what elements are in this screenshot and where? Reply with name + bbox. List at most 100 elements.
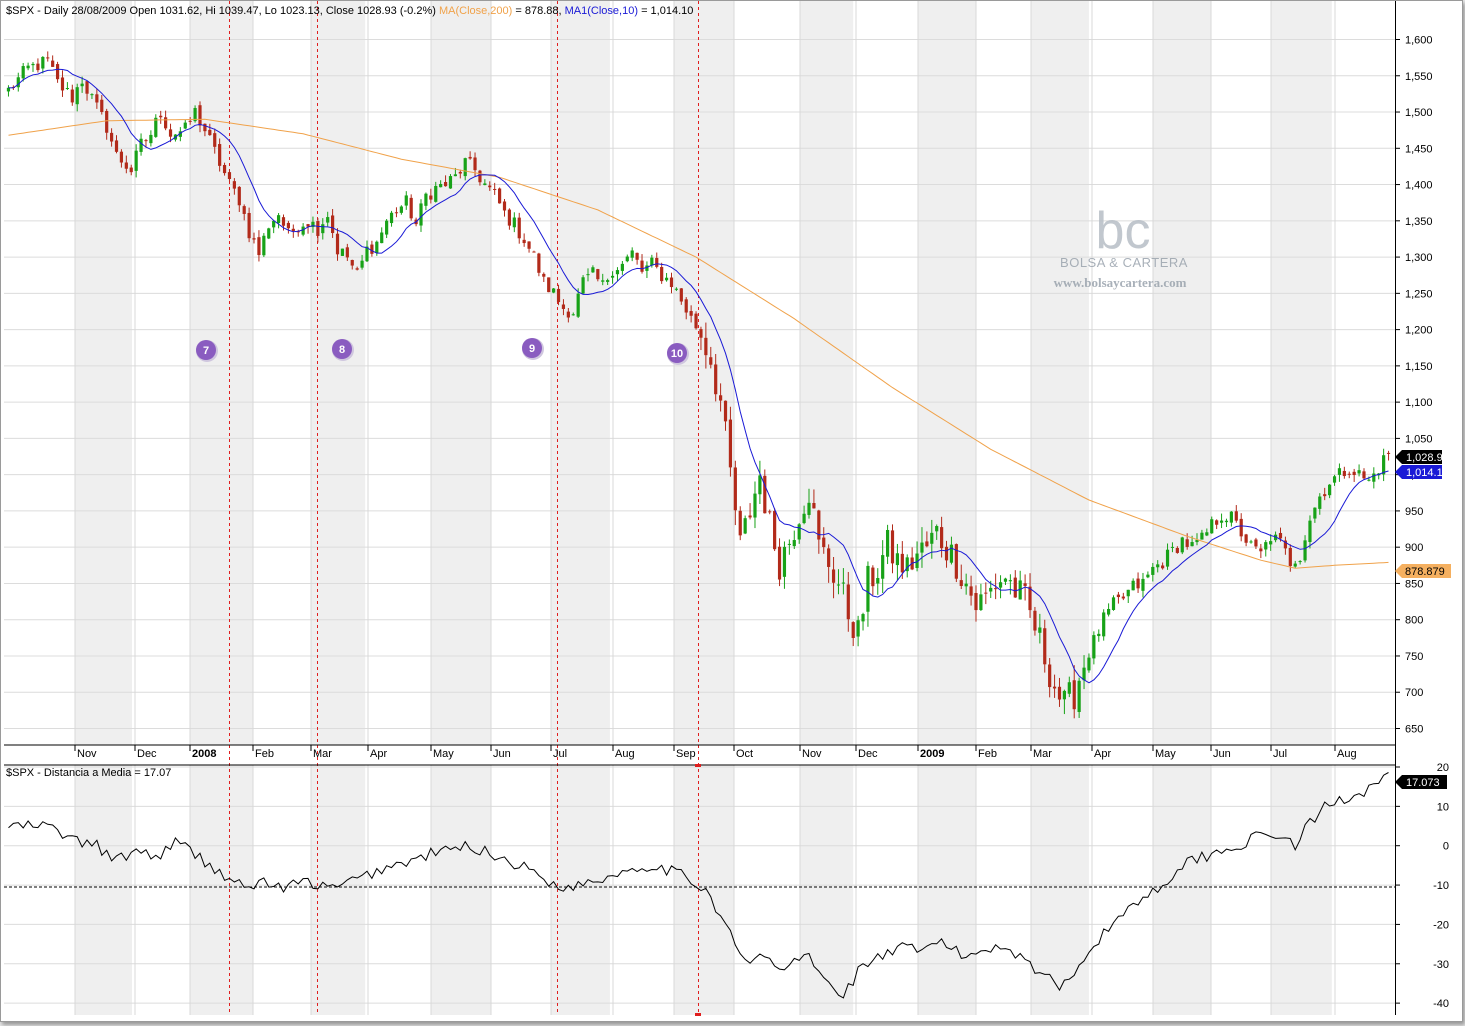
candle-body	[281, 217, 286, 226]
candle-body	[1283, 540, 1288, 549]
signal-marker-circle	[667, 343, 687, 363]
legend-header: $SPX - Daily 28/08/2009 Open 1031.62, Hi…	[6, 5, 436, 17]
x-tick-label: 2008	[192, 748, 216, 760]
candle-body	[478, 170, 482, 183]
y-tick-label: 1,050	[1405, 433, 1433, 445]
candle-body	[1072, 680, 1076, 710]
candle-body	[497, 188, 502, 204]
candle-body	[1224, 520, 1229, 523]
candle-body	[925, 541, 929, 547]
x-tick-label: Feb	[978, 748, 997, 760]
candle-body	[812, 503, 816, 509]
candle-body	[571, 314, 575, 316]
x-tick-label: Jun	[493, 748, 511, 760]
candle-body	[768, 511, 772, 513]
candle-body	[1239, 518, 1243, 537]
month-band	[800, 1, 854, 745]
candle-body	[335, 233, 340, 255]
month-band-sub	[800, 765, 854, 1015]
candle-body	[1062, 690, 1066, 700]
signal-marker-circle	[332, 339, 352, 359]
candle-body	[669, 277, 674, 288]
y-tick-label-sub: -20	[1433, 919, 1449, 931]
candle-body	[733, 467, 737, 511]
candle-body	[316, 221, 320, 236]
candle-body	[984, 592, 988, 594]
candle-body	[218, 144, 222, 166]
candle-body	[1382, 455, 1386, 475]
candle-body	[944, 546, 949, 561]
candle-body	[109, 132, 114, 142]
candle-body	[198, 105, 202, 126]
candle-body	[458, 171, 462, 174]
month-band-sub	[1153, 765, 1211, 1015]
x-tick-label: Jul	[553, 748, 567, 760]
candle-body	[247, 212, 251, 239]
month-band	[918, 1, 976, 745]
candle-body	[719, 395, 723, 401]
candle-body	[55, 64, 60, 80]
candle-body	[1102, 612, 1106, 637]
candle-body	[370, 244, 374, 254]
candle-body	[699, 329, 703, 338]
candle-body	[70, 89, 74, 103]
candle-body	[507, 209, 512, 226]
sub-legend: $SPX - Distancia a Media = 17.07	[6, 767, 171, 779]
candle-body	[684, 299, 688, 313]
candle-body	[630, 250, 634, 258]
candle-body	[522, 239, 526, 244]
x-tick-label: Oct	[736, 748, 753, 760]
candle-body	[532, 251, 536, 253]
watermark-url: www.bolsaycartera.com	[1054, 275, 1187, 290]
candle-body	[625, 256, 629, 262]
candle-body	[1156, 564, 1160, 568]
candle-body	[1288, 547, 1292, 567]
y-tick-label-sub: 20	[1437, 762, 1449, 774]
candle-body	[1151, 566, 1155, 575]
candle-body	[1048, 664, 1052, 688]
ma10-badge-text: 1,014.1	[1406, 467, 1443, 479]
candle-body	[80, 83, 84, 87]
candle-body	[1146, 574, 1150, 578]
y-tick-label-sub: 0	[1443, 841, 1449, 853]
candle-body	[1234, 511, 1238, 521]
month-band	[75, 1, 132, 745]
candle-body	[517, 217, 521, 239]
candle-body	[473, 157, 477, 171]
candle-body	[964, 583, 968, 587]
candle-body	[154, 117, 158, 137]
candle-body	[674, 288, 678, 290]
candle-body	[601, 280, 605, 282]
candle-body	[714, 364, 718, 395]
candle-body	[1278, 532, 1283, 539]
candle-body	[1200, 532, 1204, 540]
candle-body	[1111, 597, 1116, 610]
candle-body	[527, 241, 531, 249]
candle-body	[60, 77, 65, 91]
candle-body	[635, 252, 639, 260]
candle-body	[105, 110, 109, 133]
candle-body	[1308, 520, 1312, 543]
candle-body	[1126, 589, 1130, 597]
y-tick-label: 1,600	[1405, 35, 1433, 47]
candle-body	[596, 269, 600, 280]
candle-body	[493, 188, 497, 190]
candle-body	[1023, 583, 1027, 586]
candle-body	[301, 226, 305, 235]
candle-body	[306, 224, 310, 227]
y-tick-label: 900	[1405, 542, 1423, 554]
y-tick-label: 1,100	[1405, 397, 1433, 409]
candle-body	[723, 400, 728, 422]
candle-body	[168, 129, 173, 137]
candle-body	[375, 241, 379, 253]
candle-body	[124, 162, 128, 169]
candle-body	[252, 238, 256, 240]
month-band-sub	[311, 765, 366, 1015]
candle-body	[871, 567, 875, 587]
candle-body	[664, 277, 669, 281]
candle-body	[340, 248, 345, 256]
candle-body	[1323, 494, 1327, 497]
candle-body	[1121, 596, 1125, 599]
candle-body	[537, 253, 541, 273]
